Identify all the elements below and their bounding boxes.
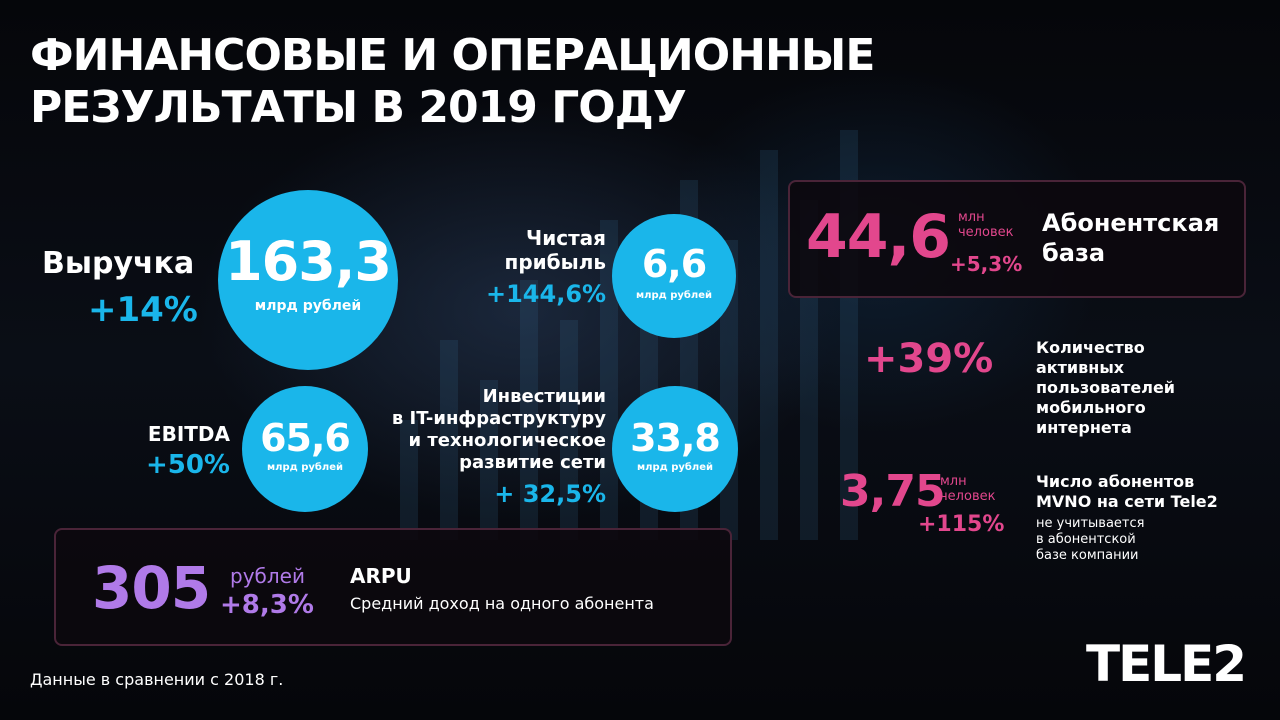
revenue-label: Выручка (42, 246, 195, 281)
net-profit-unit: млрд рублей (636, 290, 712, 301)
page-title: ФИНАНСОВЫЕ И ОПЕРАЦИОННЫЕ РЕЗУЛЬТАТЫ В 2… (30, 30, 875, 134)
net-profit-change: +144,6% (486, 280, 607, 308)
subscriber-base-change: +5,3% (950, 252, 1023, 276)
mobile-internet-label-line3: пользователей (1036, 378, 1175, 397)
ebitda-label: EBITDA (147, 422, 230, 446)
arpu-value: 305 (92, 554, 211, 622)
tele2-logo-text: TELE2 (1086, 635, 1247, 693)
net-profit-circle: 6,6 млрд рублей (612, 214, 736, 338)
investments-circle: 33,8 млрд рублей (612, 386, 738, 512)
mvno-note-line2: в абонентской (1036, 532, 1136, 547)
net-profit-value: 6,6 (641, 242, 707, 286)
investments-label-line2: в IT-инфраструктуру (391, 408, 606, 429)
mobile-internet-label: Количество активных пользователей мобиль… (1036, 338, 1175, 438)
net-profit-label-line2: прибыль (504, 250, 607, 274)
mvno-note-line1: не учитывается (1036, 516, 1145, 531)
arpu-change: +8,3% (220, 590, 314, 620)
subscriber-base-unit: млн человек (958, 210, 1013, 240)
mvno-change: +115% (918, 512, 1005, 537)
mvno-unit: млн человек (940, 474, 995, 504)
revenue-change: +14% (88, 290, 198, 330)
investments-change: + 32,5% (494, 480, 606, 508)
mvno-label-line1: Число абонентов (1036, 472, 1195, 491)
mvno-note: не учитывается в абонентской базе компан… (1036, 516, 1144, 564)
page-title-line1: ФИНАНСОВЫЕ И ОПЕРАЦИОННЫЕ (30, 30, 875, 81)
subscriber-base-box: 44,6 млн человек +5,3% Абонентская база (788, 180, 1246, 298)
investments-value: 33,8 (630, 416, 721, 460)
investments-label-line1: Инвестиции (482, 386, 606, 407)
mvno-value: 3,75 (840, 466, 946, 517)
mvno-note-line3: базе компании (1036, 548, 1139, 563)
ebitda-value: 65,6 (260, 416, 351, 460)
investments-label-line4: развитие сети (459, 452, 606, 473)
mobile-internet-label-line1: Количество (1036, 338, 1145, 357)
mvno-unit-line2: человек (940, 489, 996, 504)
mobile-internet-label-line5: интернета (1036, 418, 1132, 437)
net-profit-label-line1: Чистая (526, 226, 606, 250)
revenue-unit: млрд рублей (254, 298, 362, 314)
page-title-line2: РЕЗУЛЬТАТЫ В 2019 ГОДУ (30, 82, 687, 133)
ebitda-unit: млрд рублей (267, 462, 343, 473)
revenue-value: 163,3 (225, 230, 392, 293)
subscriber-base-label: Абонентская база (1042, 208, 1219, 268)
arpu-title: ARPU (350, 564, 412, 588)
ebitda-circle: 65,6 млрд рублей (242, 386, 368, 512)
footnote: Данные в сравнении с 2018 г. (30, 670, 284, 689)
investments-label: Инвестиции в IT-инфраструктуру и техноло… (360, 386, 606, 474)
subscriber-base-label-line2: база (1042, 239, 1106, 267)
revenue-circle: 163,3 млрд рублей (218, 190, 398, 370)
mvno-unit-line1: млн (940, 474, 967, 489)
investments-unit: млрд рублей (637, 462, 713, 473)
ebitda-change: +50% (145, 450, 230, 480)
mobile-internet-label-line4: мобильного (1036, 398, 1146, 417)
mvno-label: Число абонентов MVNO на сети Tele2 (1036, 472, 1218, 512)
subscriber-base-label-line1: Абонентская (1042, 209, 1220, 237)
investments-label-line3: и технологическое (408, 430, 606, 451)
arpu-unit: рублей (230, 564, 305, 588)
mobile-internet-label-line2: активных (1036, 358, 1125, 377)
tele2-logo: TELE2 (1086, 635, 1247, 693)
subscriber-base-value: 44,6 (806, 202, 951, 272)
subscriber-base-unit-line2: человек (958, 225, 1014, 240)
mobile-internet-change: +39% (864, 336, 994, 382)
subscriber-base-unit-line1: млн (958, 210, 985, 225)
arpu-description: Средний доход на одного абонента (350, 594, 654, 613)
net-profit-label: Чистая прибыль (496, 226, 607, 274)
mvno-label-line2: MVNO на сети Tele2 (1036, 492, 1218, 511)
arpu-box: 305 рублей +8,3% ARPU Средний доход на о… (54, 528, 732, 646)
